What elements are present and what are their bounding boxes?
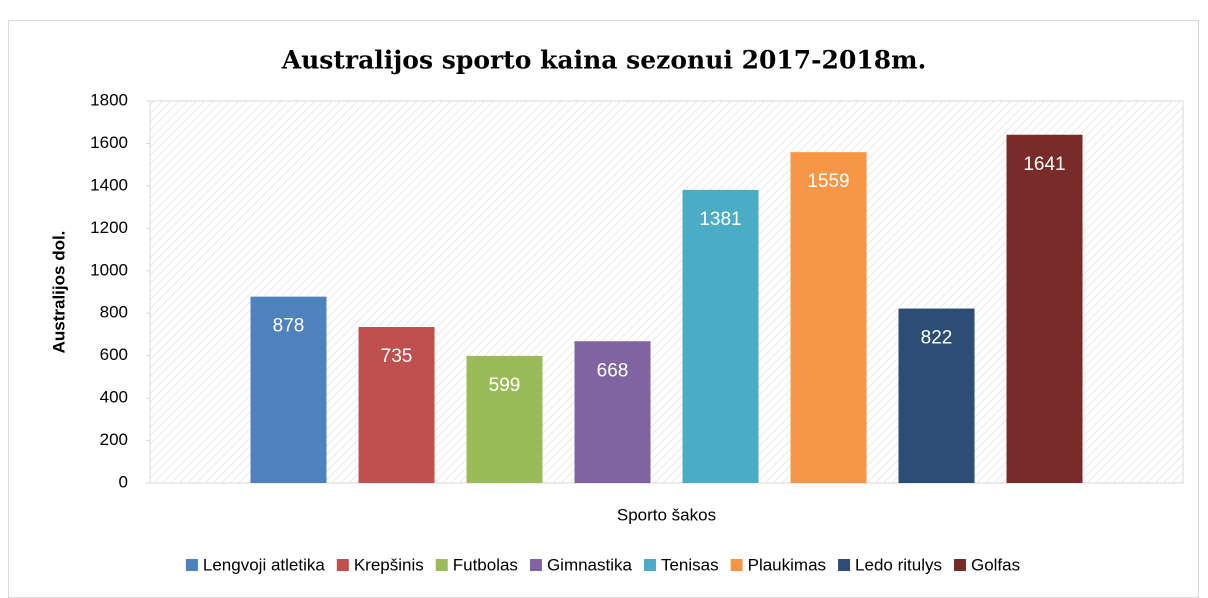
legend-swatch <box>529 559 542 571</box>
y-tick-label: 0 <box>119 472 128 491</box>
y-tick-label: 1000 <box>90 260 128 279</box>
y-tick-label: 1200 <box>90 218 128 237</box>
bar <box>466 355 543 483</box>
legend-swatch <box>953 559 966 571</box>
data-label: 668 <box>597 360 629 381</box>
y-tick-label: 1800 <box>90 90 128 109</box>
data-label: 1559 <box>807 171 849 192</box>
legend-label: Tenisas <box>661 555 719 574</box>
bar <box>682 189 759 483</box>
legend-label: Lengvoji atletika <box>203 555 325 574</box>
y-tick-label: 1400 <box>90 175 128 194</box>
legend-swatch <box>185 559 198 571</box>
legend-label: Plaukimas <box>748 555 826 574</box>
legend-label: Krepšinis <box>354 555 424 574</box>
data-label: 1641 <box>1023 154 1065 175</box>
legend-swatch <box>838 559 851 571</box>
data-label: 599 <box>489 375 521 396</box>
legend-label: Futbolas <box>453 555 518 574</box>
y-tick-label: 400 <box>100 388 128 407</box>
data-label: 1381 <box>699 209 741 230</box>
data-label: 822 <box>921 328 953 349</box>
y-tick-label: 1600 <box>90 133 128 152</box>
data-label: 878 <box>273 316 305 337</box>
chart-title: Australijos sporto kaina sezonui 2017-20… <box>281 46 927 75</box>
legend-label: Golfas <box>971 555 1020 574</box>
legend-swatch <box>643 559 656 571</box>
y-axis-label: Australijos dol. <box>49 231 68 354</box>
legend-swatch <box>435 559 448 571</box>
bar <box>574 341 651 483</box>
y-tick-label: 200 <box>100 430 128 449</box>
y-tick-label: 800 <box>100 303 128 322</box>
legend-label: Gimnastika <box>547 555 633 574</box>
legend-label: Ledo ritulys <box>855 555 942 574</box>
legend-swatch <box>730 559 743 571</box>
y-tick-label: 600 <box>100 345 128 364</box>
data-label: 735 <box>381 346 413 367</box>
bar <box>358 327 435 483</box>
bar <box>898 308 975 483</box>
bar <box>1006 134 1083 483</box>
legend-swatch <box>336 559 349 571</box>
bar <box>790 152 867 483</box>
x-tick-label: Sporto šakos <box>617 505 716 524</box>
bar <box>250 296 327 483</box>
